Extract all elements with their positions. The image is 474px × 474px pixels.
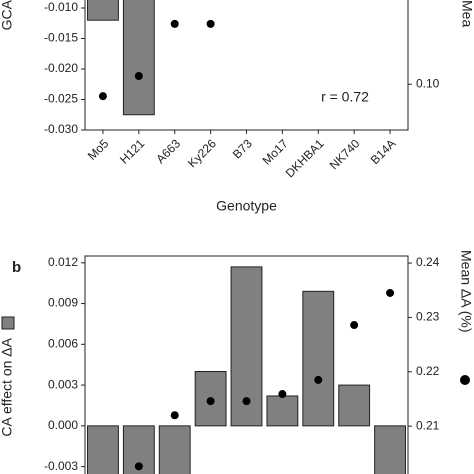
y-tick-label: -0.010 [44, 0, 78, 14]
dot [386, 288, 395, 297]
bar [302, 290, 335, 427]
x-tick-label: B14A [368, 136, 399, 167]
dot [98, 92, 107, 101]
bar [87, 425, 119, 474]
dot [314, 375, 323, 384]
dot [278, 390, 287, 399]
y2-tick-label: 0.22 [416, 364, 440, 378]
dot [134, 72, 143, 81]
dot [170, 411, 179, 420]
legend-dot [460, 375, 470, 385]
panel-label: b [12, 259, 21, 276]
x-axis-label: Genotype [216, 198, 277, 214]
y-tick-label: 0.000 [48, 418, 78, 432]
bar [374, 425, 406, 474]
dot [170, 19, 179, 28]
y-tick-label: 0.012 [48, 255, 78, 269]
x-tick-label: H121 [117, 136, 147, 166]
x-tick-label: NK740 [327, 136, 363, 172]
y-axis-label: GCA [0, 0, 15, 30]
y-tick-label: -0.025 [44, 92, 78, 106]
x-tick-label: A663 [153, 136, 183, 166]
x-tick-label: B73 [230, 136, 255, 161]
dot [206, 19, 215, 28]
bar [266, 395, 299, 427]
x-tick-label: DKHBA1 [283, 136, 327, 180]
bar [122, 0, 155, 116]
y-tick-label: -0.015 [44, 31, 78, 45]
dot [206, 397, 215, 406]
y2-tick-label: 0.23 [416, 310, 440, 324]
dot [134, 462, 143, 471]
y-tick-label: -0.003 [44, 459, 78, 473]
y-tick-label: 0.006 [48, 336, 78, 350]
y2-axis-label: Mea [459, 0, 474, 27]
x-tick-label: Mo17 [260, 136, 291, 167]
bar [87, 0, 119, 21]
annotation: r = 0.72 [321, 89, 369, 105]
legend-swatch [1, 316, 15, 330]
bar [158, 425, 191, 474]
x-tick-label: Mo5 [85, 136, 112, 163]
y-axis-label: CA effect on ΔA [0, 337, 15, 436]
dot [242, 397, 251, 406]
y-tick-label: -0.020 [44, 61, 78, 75]
y-tick-label: -0.030 [44, 122, 78, 136]
y2-tick-label: 0.21 [416, 418, 440, 432]
y-tick-label: 0.003 [48, 377, 78, 391]
y2-tick-label: 0.10 [416, 76, 440, 90]
x-tick-label: Ky226 [185, 136, 219, 170]
bar [338, 384, 371, 427]
y2-tick-label: 0.24 [416, 255, 440, 269]
y2-axis-label: Mean ΔA (%) [458, 250, 474, 333]
dot [350, 321, 359, 330]
y-tick-label: 0.009 [48, 296, 78, 310]
